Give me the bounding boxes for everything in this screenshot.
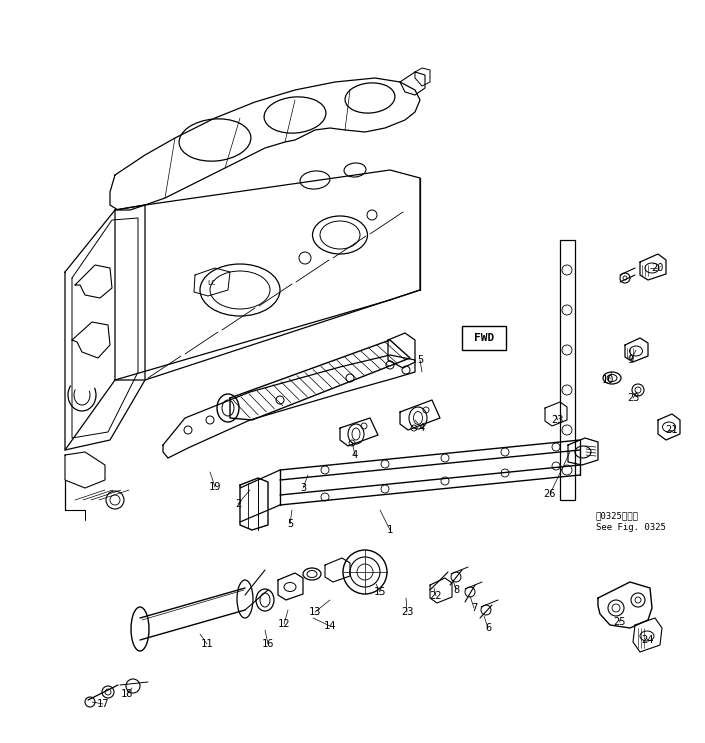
Text: 3: 3: [300, 483, 306, 493]
Text: 13: 13: [309, 607, 321, 617]
Text: 23: 23: [627, 393, 639, 403]
Text: 18: 18: [121, 689, 133, 699]
Text: 図0325図参照: 図0325図参照: [596, 511, 639, 521]
Text: 15: 15: [374, 587, 386, 597]
Text: 14: 14: [324, 621, 336, 631]
Text: FWD: FWD: [474, 333, 494, 343]
Text: 9: 9: [628, 355, 634, 365]
Text: See Fig. 0325: See Fig. 0325: [596, 524, 666, 533]
Text: 17: 17: [97, 699, 109, 709]
Text: 5: 5: [417, 355, 423, 365]
Text: 24: 24: [642, 635, 654, 645]
Text: 26: 26: [544, 489, 556, 499]
Text: 4: 4: [352, 450, 358, 460]
Text: 7: 7: [471, 603, 477, 613]
Text: 23: 23: [400, 607, 413, 617]
Text: 23: 23: [552, 415, 564, 425]
Text: 8: 8: [453, 585, 459, 595]
Text: 16: 16: [262, 639, 274, 649]
Text: 20: 20: [651, 263, 663, 273]
Text: LC: LC: [208, 280, 216, 286]
Text: 22: 22: [430, 591, 442, 601]
Text: 19: 19: [209, 482, 221, 492]
Text: 4: 4: [419, 423, 425, 433]
Text: 6: 6: [485, 623, 491, 633]
Text: 25: 25: [614, 617, 626, 627]
Text: 10: 10: [602, 375, 614, 385]
Text: 11: 11: [201, 639, 213, 649]
Text: 12: 12: [278, 619, 290, 629]
Text: 5: 5: [287, 519, 293, 529]
Text: 1: 1: [387, 525, 393, 535]
Text: 2: 2: [235, 499, 241, 509]
Text: 21: 21: [666, 425, 678, 435]
